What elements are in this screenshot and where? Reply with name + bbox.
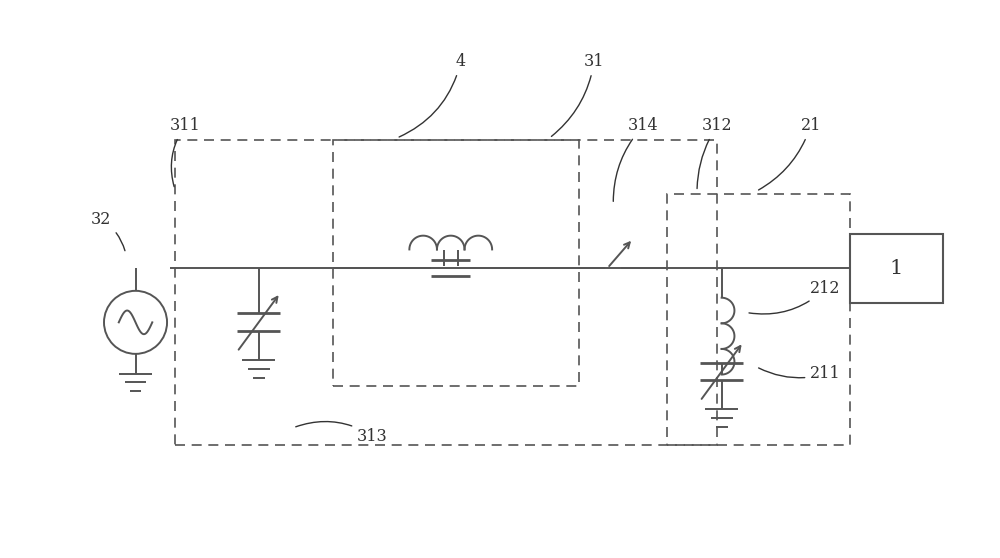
Text: 32: 32 — [91, 211, 125, 251]
Bar — [850, 234, 943, 302]
Text: 211: 211 — [759, 365, 841, 382]
Text: 1: 1 — [890, 259, 903, 278]
Bar — [175, 140, 717, 445]
Text: 21: 21 — [759, 117, 821, 190]
Text: 313: 313 — [296, 421, 388, 445]
Bar — [667, 194, 850, 445]
Text: 312: 312 — [697, 117, 733, 189]
Bar — [333, 140, 579, 386]
Text: 4: 4 — [399, 53, 466, 137]
Text: 212: 212 — [749, 280, 841, 314]
Text: 314: 314 — [613, 117, 659, 201]
Text: 311: 311 — [170, 117, 201, 187]
Text: 31: 31 — [551, 53, 604, 136]
